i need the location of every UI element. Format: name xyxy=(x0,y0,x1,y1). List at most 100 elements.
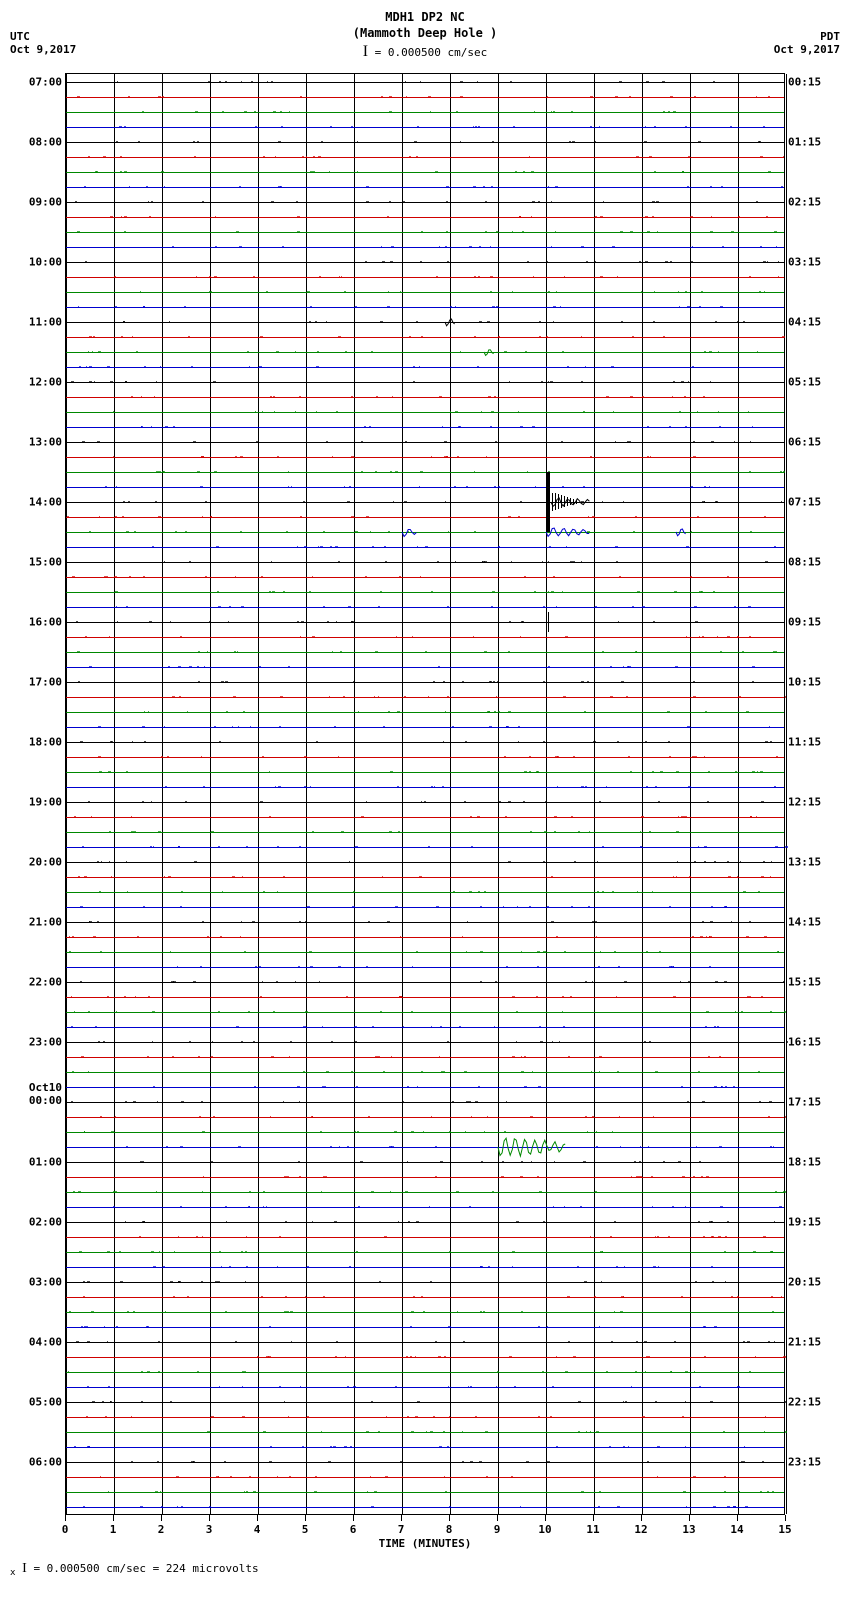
gridline-vertical xyxy=(402,74,403,1514)
seismic-trace xyxy=(66,457,784,458)
utc-time-label: 03:00 xyxy=(29,1275,62,1288)
x-tick-label: 5 xyxy=(302,1523,309,1536)
seismic-trace xyxy=(66,157,784,158)
seismic-trace xyxy=(66,697,784,698)
gridline-vertical xyxy=(162,74,163,1514)
seismic-event-wiggle xyxy=(402,532,416,545)
seismic-trace xyxy=(66,1372,784,1373)
seismic-event-wiggle xyxy=(546,532,589,545)
seismic-trace xyxy=(66,1297,784,1298)
seismic-trace xyxy=(66,652,784,653)
utc-time-label: 11:00 xyxy=(29,315,62,328)
seismic-trace: 18:0011:15 xyxy=(66,742,784,743)
utc-time-label: 20:00 xyxy=(29,855,62,868)
seismic-trace: 08:0001:15 xyxy=(66,142,784,143)
pdt-time-label: 01:15 xyxy=(788,135,821,148)
tz-left-label: UTC xyxy=(10,30,76,43)
pdt-time-label: 08:15 xyxy=(788,555,821,568)
pdt-time-label: 04:15 xyxy=(788,315,821,328)
seismic-trace: 03:0020:15 xyxy=(66,1282,784,1283)
x-tick-label: 4 xyxy=(254,1523,261,1536)
pdt-time-label: 19:15 xyxy=(788,1215,821,1228)
seismic-trace xyxy=(66,1432,784,1433)
seismic-trace xyxy=(66,172,784,173)
x-tick-label: 12 xyxy=(634,1523,647,1536)
seismic-trace xyxy=(66,277,784,278)
pdt-time-label: 14:15 xyxy=(788,915,821,928)
seismic-trace xyxy=(66,1072,784,1073)
date-left-label: Oct 9,2017 xyxy=(10,43,76,56)
date-right-label: Oct 9,2017 xyxy=(774,43,840,56)
utc-time-label: 19:00 xyxy=(29,795,62,808)
seismic-trace xyxy=(66,1147,784,1148)
pdt-time-label: 23:15 xyxy=(788,1455,821,1468)
seismic-trace xyxy=(66,712,784,713)
utc-time-label: 13:00 xyxy=(29,435,62,448)
seismic-trace xyxy=(66,547,784,548)
seismic-trace xyxy=(66,997,784,998)
pdt-time-label: 07:15 xyxy=(788,495,821,508)
gridline-vertical xyxy=(258,74,259,1514)
seismic-trace xyxy=(66,1417,784,1418)
pdt-time-label: 09:15 xyxy=(788,615,821,628)
seismic-trace xyxy=(66,487,784,488)
station-name: (Mammoth Deep Hole ) xyxy=(10,26,840,42)
seismic-trace: 22:0015:15 xyxy=(66,982,784,983)
seismic-trace xyxy=(66,1192,784,1193)
seismic-event-spike xyxy=(546,389,547,405)
station-id: MDH1 DP2 NC xyxy=(10,10,840,26)
seismic-trace: 09:0002:15 xyxy=(66,202,784,203)
pdt-time-label: 17:15 xyxy=(788,1095,821,1108)
seismic-trace xyxy=(66,352,784,353)
pdt-time-label: 03:15 xyxy=(788,255,821,268)
seismic-trace xyxy=(66,1057,784,1058)
x-tick-label: 10 xyxy=(538,1523,551,1536)
x-tick-label: 14 xyxy=(730,1523,743,1536)
x-tick-label: 6 xyxy=(350,1523,357,1536)
seismic-trace xyxy=(66,397,784,398)
pdt-time-label: 21:15 xyxy=(788,1335,821,1348)
seismic-event-wiggle xyxy=(484,352,494,365)
seismic-trace xyxy=(66,307,784,308)
gridline-vertical xyxy=(642,74,643,1514)
seismic-trace xyxy=(66,1507,784,1508)
utc-time-label: 18:00 xyxy=(29,735,62,748)
seismic-trace xyxy=(66,1027,784,1028)
seismic-trace: Oct1000:0017:15 xyxy=(66,1102,784,1103)
x-tick-label: 3 xyxy=(206,1523,213,1536)
seismic-trace xyxy=(66,127,784,128)
utc-time-label: 02:00 xyxy=(29,1215,62,1228)
utc-time-label: 07:00 xyxy=(29,75,62,88)
footer-text: = 0.000500 cm/sec = 224 microvolts xyxy=(33,1562,258,1575)
pdt-time-label: 11:15 xyxy=(788,735,821,748)
gridline-vertical xyxy=(546,74,547,1514)
gridline-vertical xyxy=(306,74,307,1514)
seismic-trace xyxy=(66,1387,784,1388)
seismic-trace xyxy=(66,247,784,248)
utc-time-label: 08:00 xyxy=(29,135,62,148)
seismic-trace: 02:0019:15 xyxy=(66,1222,784,1223)
helicorder-chart: 07:0000:1508:0001:1509:0002:1510:0003:15… xyxy=(65,73,785,1515)
seismic-trace: 13:0006:15 xyxy=(66,442,784,443)
seismic-event-spike xyxy=(548,612,549,632)
seismic-trace xyxy=(66,877,784,878)
seismic-trace: 17:0010:15 xyxy=(66,682,784,683)
seismic-trace xyxy=(66,187,784,188)
x-tick-label: 1 xyxy=(110,1523,117,1536)
x-tick-label: 8 xyxy=(446,1523,453,1536)
seismic-trace xyxy=(66,847,784,848)
seismic-trace: 07:0000:15 xyxy=(66,82,784,83)
seismic-trace: 06:0023:15 xyxy=(66,1462,784,1463)
utc-time-label: 23:00 xyxy=(29,1035,62,1048)
scale-text: = 0.000500 cm/sec xyxy=(375,46,488,59)
utc-time-label: 22:00 xyxy=(29,975,62,988)
seismic-trace: 19:0012:15 xyxy=(66,802,784,803)
seismic-trace: 04:0021:15 xyxy=(66,1342,784,1343)
seismic-trace xyxy=(66,577,784,578)
utc-time-label: 05:00 xyxy=(29,1395,62,1408)
utc-time-label: 16:00 xyxy=(29,615,62,628)
seismic-trace xyxy=(66,367,784,368)
seismic-event-wiggle xyxy=(551,502,589,515)
gridline-vertical xyxy=(210,74,211,1514)
seismic-trace xyxy=(66,112,784,113)
